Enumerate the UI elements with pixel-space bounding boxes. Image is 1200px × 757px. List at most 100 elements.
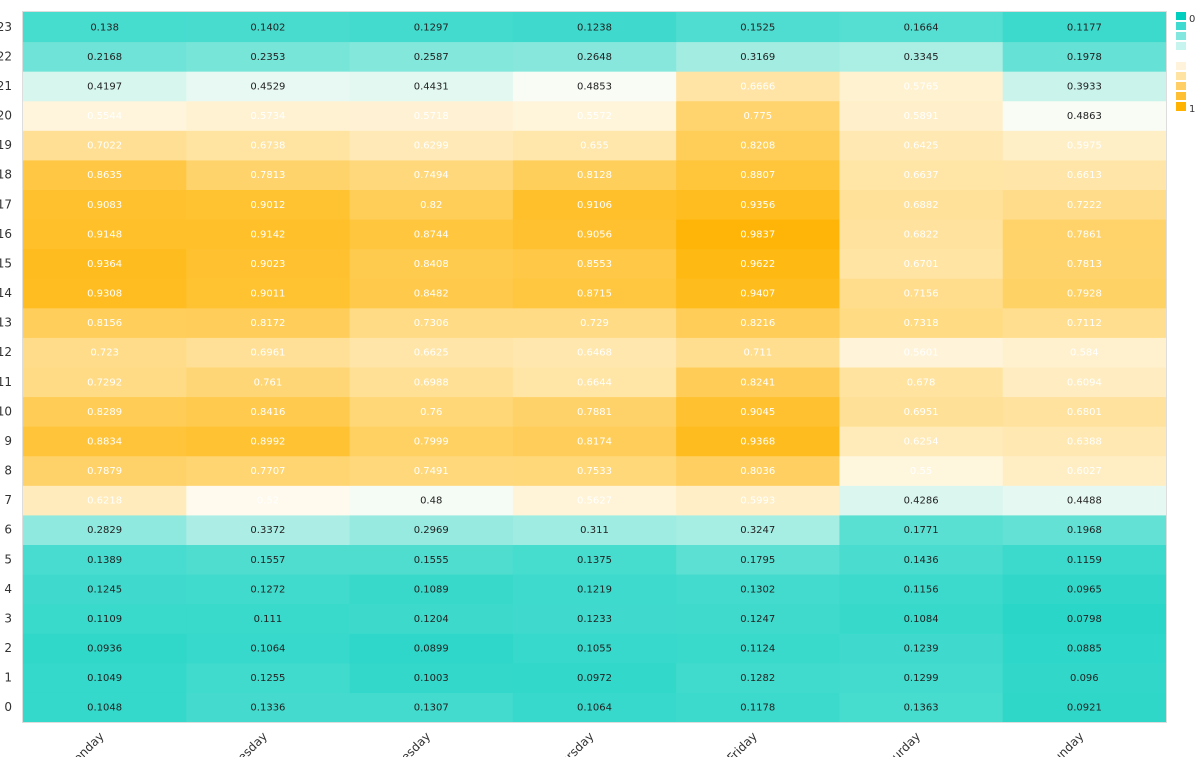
heatmap-cell — [839, 544, 1004, 575]
heatmap-cell — [1002, 219, 1167, 250]
heatmap-cell — [23, 544, 187, 575]
heatmap-cell — [676, 100, 840, 131]
heatmap-cell — [512, 248, 677, 279]
heatmap-cell — [186, 603, 351, 634]
cell-value-label: 0.6388 — [1067, 436, 1102, 447]
cell-value-label: 0.1055 — [577, 644, 612, 655]
heatmap-cell — [349, 574, 514, 605]
heatmap-cell — [839, 12, 1004, 43]
cell-value-label: 0.9045 — [740, 407, 775, 418]
cell-value-label: 0.4863 — [1067, 111, 1102, 122]
legend-swatch-7 — [1176, 82, 1186, 90]
cell-value-label: 0.678 — [907, 377, 936, 388]
heatmap-cell — [23, 278, 187, 309]
cell-value-label: 0.1336 — [250, 703, 285, 714]
cell-value-label: 0.7881 — [577, 407, 612, 418]
y-tick-label: 18 — [0, 168, 12, 182]
heatmap-cell — [186, 159, 351, 190]
cell-value-label: 0.584 — [1070, 348, 1099, 359]
cell-value-label: 0.1159 — [1067, 555, 1102, 566]
cell-value-label: 0.2353 — [250, 52, 285, 63]
cell-value-label: 0.9407 — [740, 289, 775, 300]
heatmap-cell — [1002, 159, 1167, 190]
cell-value-label: 0.5975 — [1067, 141, 1102, 152]
heatmap-cell — [1002, 574, 1167, 605]
cell-value-label: 0.1255 — [250, 673, 285, 684]
cell-value-label: 0.6637 — [904, 170, 939, 181]
cell-value-label: 0.1436 — [904, 555, 939, 566]
heatmap-cell — [512, 367, 677, 398]
heatmap-cell — [676, 248, 840, 279]
cell-value-label: 0.7813 — [1067, 259, 1102, 270]
color-legend: 0 1 — [1176, 12, 1195, 115]
cell-value-label: 0.8553 — [577, 259, 612, 270]
heatmap-cell — [23, 633, 187, 664]
cell-value-label: 0.6468 — [577, 348, 612, 359]
cell-value-label: 0.1297 — [414, 22, 449, 33]
cell-value-label: 0.48 — [420, 496, 442, 507]
cell-value-label: 0.0899 — [414, 644, 449, 655]
heatmap-cell — [349, 455, 514, 486]
x-axis-labels: Monday Tuesday Wednesday Thursday Friday Satu… — [63, 729, 1086, 757]
y-tick-label: 23 — [0, 20, 12, 34]
heatmap-cell — [839, 337, 1004, 368]
heatmap-cell — [839, 41, 1004, 72]
heatmap-cell — [1002, 455, 1167, 486]
cell-value-label: 0.3169 — [740, 52, 775, 63]
heatmap-cell — [186, 692, 351, 723]
cell-value-label: 0.8172 — [250, 318, 285, 329]
cell-value-label: 0.0798 — [1067, 614, 1102, 625]
heatmap-cell — [23, 426, 187, 457]
cell-value-label: 0.4197 — [87, 81, 122, 92]
cell-value-label: 0.5734 — [250, 111, 285, 122]
cell-value-label: 0.4431 — [414, 81, 449, 92]
heatmap-cell — [23, 12, 187, 43]
heatmap-cell — [1002, 248, 1167, 279]
heatmap-cell — [839, 603, 1004, 634]
heatmap-cell — [839, 71, 1004, 102]
cell-value-label: 0.1247 — [740, 614, 775, 625]
heatmap-cell — [839, 130, 1004, 161]
cell-value-label: 0.775 — [743, 111, 772, 122]
cell-value-label: 0.7928 — [1067, 289, 1102, 300]
heatmap-cell — [23, 337, 187, 368]
cell-value-label: 0.4529 — [250, 81, 285, 92]
heatmap-cell — [512, 662, 677, 693]
cell-value-label: 0.3372 — [250, 525, 285, 536]
y-tick-label: 11 — [0, 375, 12, 389]
cell-value-label: 0.3933 — [1067, 81, 1102, 92]
cell-value-label: 0.8216 — [740, 318, 775, 329]
heatmap-cell — [23, 396, 187, 427]
cell-value-label: 0.7861 — [1067, 229, 1102, 240]
heatmap-cell — [23, 367, 187, 398]
heatmap-cell — [186, 337, 351, 368]
heatmap-cell — [512, 455, 677, 486]
y-tick-label: 2 — [4, 641, 12, 655]
y-tick-label: 5 — [4, 552, 12, 566]
cell-value-label: 0.2648 — [577, 52, 612, 63]
cell-value-label: 0.9012 — [250, 200, 285, 211]
cell-value-label: 0.711 — [743, 348, 772, 359]
heatmap-cell — [1002, 130, 1167, 161]
cell-value-label: 0.1064 — [577, 703, 612, 714]
y-tick-label: 20 — [0, 109, 12, 123]
heatmap-cell — [349, 189, 514, 220]
heatmap-cell — [349, 514, 514, 545]
cell-value-label: 0.4853 — [577, 81, 612, 92]
cell-value-label: 0.8036 — [740, 466, 775, 477]
cell-value-label: 0.5627 — [577, 496, 612, 507]
heatmap-cell — [839, 159, 1004, 190]
heatmap-cell — [23, 159, 187, 190]
heatmap-cell — [186, 278, 351, 309]
heatmap-cell — [1002, 544, 1167, 575]
legend-min-label: 0 — [1189, 14, 1195, 25]
heatmap-cell — [839, 426, 1004, 457]
heatmap-cell — [676, 130, 840, 161]
heatmap-cell — [676, 455, 840, 486]
cell-value-label: 0.1375 — [577, 555, 612, 566]
y-tick-label: 1 — [4, 671, 12, 685]
heatmap-cell — [512, 219, 677, 250]
cell-value-label: 0.1233 — [577, 614, 612, 625]
cell-value-label: 0.729 — [580, 318, 609, 329]
legend-swatch-5 — [1176, 62, 1186, 70]
